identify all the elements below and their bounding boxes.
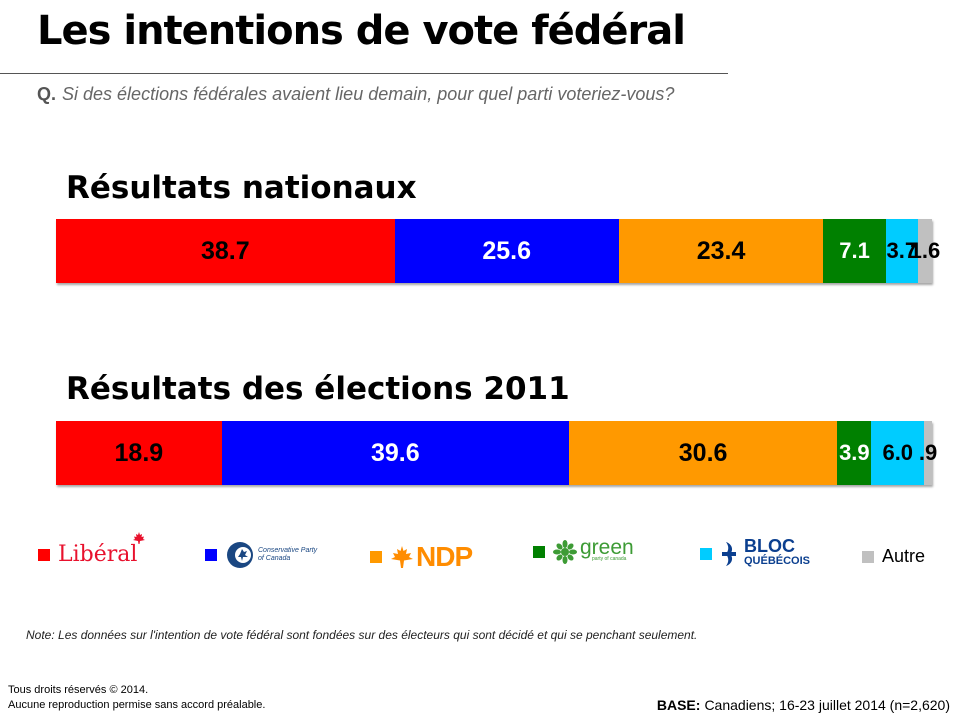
legend-item-conservative: Conservative Party of Canada [205,540,317,570]
copyright: Tous droits réservés © 2014. Aucune repr… [8,683,265,713]
legend-swatch-green [533,546,545,558]
bar-segment-conservative: 39.6 [221,421,569,485]
election-2011-title: Résultats des élections 2011 [66,371,570,407]
conservative-wordmark-1: Conservative Party [258,547,318,554]
legend-swatch-ndp [370,551,382,563]
conservative-wordmark-2: of Canada [258,555,291,562]
national-results-bar: 38.7 25.6 23.4 7.1 3.7 1.6 [56,219,940,283]
bloc-wordmark-2: QUÉBÉCOIS [744,555,811,567]
legend-swatch-autre [862,550,874,563]
bloc-fleur-icon [722,542,736,566]
data-label-conservative: 25.6 [482,236,532,265]
bar-segment-autre: .9 [919,421,937,485]
title-divider [0,73,728,74]
bloc-logo: BLOC QUÉBÉCOIS [720,536,811,569]
green-logo: green party of canada [553,536,634,564]
legend-swatch-bloc [700,548,712,560]
green-subtext: party of canada [592,556,627,562]
page-title: Les intentions de vote fédéral [37,8,686,54]
data-label-autre: .9 [918,440,938,465]
question-prefix: Q. [37,84,57,104]
legend-swatch-conservative [205,549,217,561]
bar-segment-bloc: 3.7 [885,219,918,283]
copyright-line-2: Aucune reproduction permise sans accord … [8,699,266,711]
sample-base: BASE: Canadiens; 16-23 juillet 2014 (n=2,… [657,697,950,713]
data-label-ndp: 23.4 [696,236,746,265]
ndp-logo: NDP [390,541,473,573]
data-label-green: 7.1 [839,238,870,263]
bar-segment-liberal: 38.7 [56,219,395,283]
legend-item-ndp: NDP [370,541,473,573]
bloc-wordmark-1: BLOC [744,536,795,556]
conservative-logo: Conservative Party of Canada [225,540,317,570]
ndp-wordmark: NDP [416,541,473,572]
base-text: Canadiens; 16-23 juillet 2014 (n=2,620) [704,697,950,713]
data-label-liberal: 38.7 [201,236,250,265]
bar-segment-autre: 1.6 [910,219,940,283]
bar-segment-bloc: 6.0 [871,421,925,485]
copyright-line-1: Tous droits réservés © 2014. [8,684,149,696]
bar-segment-liberal: 18.9 [56,421,222,485]
legend-swatch-liberal [38,548,50,561]
national-results-title: Résultats nationaux [66,170,417,206]
maple-leaf-icon [133,532,145,544]
bar-segment-ndp: 30.6 [568,421,838,485]
data-label-autre: 1.6 [909,238,941,263]
footnote: Note: Les données sur l'intention de vot… [26,628,698,642]
data-label-conservative: 39.6 [371,438,420,467]
legend-item-autre: Autre [862,546,925,567]
legend-item-liberal: Libéral [38,532,145,567]
legend-item-green: green party of canada [533,536,634,564]
liberal-wordmark: Libéral [58,542,138,567]
base-label: BASE: [656,697,701,713]
conservative-c-icon [227,542,253,568]
party-legend: Libéral Conservative Party of Canada NDP [0,532,960,574]
bar-segment-conservative: 25.6 [394,219,619,283]
green-flower-icon [553,540,577,564]
liberal-logo: Libéral [58,532,145,567]
data-label-bloc: 3.7 [886,238,918,263]
election-2011-bar: 18.9 39.6 30.6 3.9 6.0.9 [56,421,937,485]
bar-segment-ndp: 23.4 [618,219,824,283]
bar-segment-green: 7.1 [823,219,886,283]
survey-question: Q. Si des élections fédérales avaient lie… [37,84,674,105]
bar-segment-green: 3.9 [837,421,872,485]
autre-label: Autre [882,546,926,566]
legend-item-bloc: BLOC QUÉBÉCOIS [700,536,811,569]
data-label-bloc: 6.0 [882,440,914,465]
data-label-liberal: 18.9 [114,438,164,467]
ndp-maple-leaf-icon [391,546,413,568]
data-label-ndp: 30.6 [678,438,728,467]
data-label-green: 3.9 [839,440,870,465]
question-text: Si des élections fédérales avaient lieu … [62,84,675,104]
green-wordmark: green [580,536,634,559]
